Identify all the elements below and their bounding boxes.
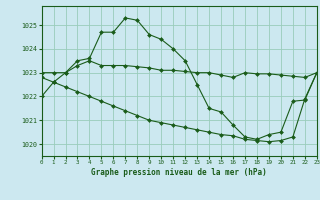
X-axis label: Graphe pression niveau de la mer (hPa): Graphe pression niveau de la mer (hPa) (91, 168, 267, 177)
